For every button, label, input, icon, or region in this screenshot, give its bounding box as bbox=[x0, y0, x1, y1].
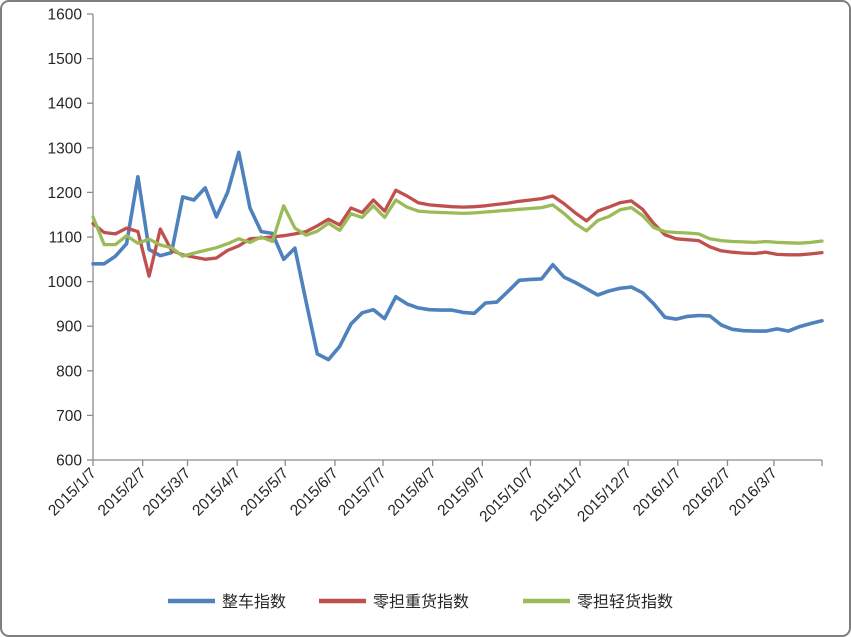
y-tick-label: 800 bbox=[56, 363, 82, 380]
x-tick-label: 2015/8/7 bbox=[385, 465, 440, 520]
x-tick-label: 2016/2/7 bbox=[680, 465, 735, 520]
x-tick-label: 2015/1/7 bbox=[45, 465, 100, 520]
y-tick-label: 600 bbox=[56, 453, 82, 470]
y-tick-label: 1200 bbox=[48, 185, 83, 202]
legend-item-label: 零担重货指数 bbox=[373, 593, 469, 611]
x-tick-label: 2015/3/7 bbox=[140, 465, 195, 520]
series-full-truck-index bbox=[91, 150, 824, 362]
legend: 整车指数 零担重货指数 零担轻货指数 bbox=[168, 593, 673, 611]
legend-item-ltl-light-index: 零担轻货指数 bbox=[523, 593, 673, 611]
legend-item-label: 零担轻货指数 bbox=[577, 593, 673, 611]
x-tick-label: 2016/1/7 bbox=[630, 465, 685, 520]
y-tick-label: 1600 bbox=[48, 7, 83, 24]
x-axis-ticks: 2015/1/72015/2/72015/3/72015/4/72015/5/7… bbox=[45, 460, 823, 526]
y-tick-label: 1400 bbox=[48, 96, 83, 113]
axes bbox=[92, 14, 822, 461]
y-tick-label: 900 bbox=[56, 319, 82, 336]
series-ltl-light-index bbox=[91, 198, 824, 258]
x-tick-label: 2015/7/7 bbox=[335, 465, 390, 520]
series-ltl-heavy-index bbox=[91, 188, 824, 278]
x-tick-label: 2016/3/7 bbox=[726, 465, 781, 520]
x-tick-label: 2015/4/7 bbox=[189, 465, 244, 520]
legend-item-full-truck-index: 整车指数 bbox=[168, 593, 286, 611]
legend-item-ltl-heavy-index: 零担重货指数 bbox=[319, 593, 469, 611]
y-tick-label: 1100 bbox=[49, 230, 83, 247]
y-axis-ticks: 600 700 800 900 1000 1100 1200 1300 1400 1500 1600 bbox=[48, 7, 93, 470]
x-tick-label: 2015/5/7 bbox=[237, 465, 292, 520]
y-tick-label: 1500 bbox=[48, 51, 83, 68]
x-tick-label: 2015/6/7 bbox=[287, 465, 342, 520]
x-tick-label: 2015/2/7 bbox=[95, 465, 150, 520]
y-tick-label: 1300 bbox=[48, 140, 83, 157]
y-tick-label: 700 bbox=[56, 408, 82, 425]
legend-item-label: 整车指数 bbox=[222, 593, 286, 611]
y-tick-label: 1000 bbox=[48, 274, 83, 291]
